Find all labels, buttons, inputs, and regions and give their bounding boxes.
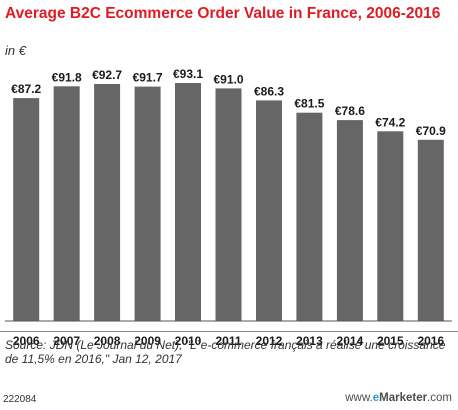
value-label-2011: €91.0 — [213, 72, 243, 86]
x-tick-2006: 2006 — [13, 334, 40, 348]
value-label-2007: €91.8 — [52, 70, 82, 84]
x-tick-2007: 2007 — [53, 334, 80, 348]
x-tick-2012: 2012 — [256, 334, 283, 348]
brand-suffix: .com — [427, 392, 452, 404]
source-note: Source: JDN (Le Journal du Net), "L`e-co… — [5, 338, 446, 366]
x-tick-2010: 2010 — [175, 334, 202, 348]
value-label-2006: €87.2 — [11, 82, 41, 96]
bar-2008 — [94, 84, 121, 321]
value-label-2016: €70.9 — [416, 124, 446, 138]
value-label-2009: €91.7 — [133, 71, 163, 85]
bar-2016 — [417, 139, 444, 321]
x-tick-labels-group: 2006 2007 2008 2009 2010 2011 2012 2013 2014 2015… — [13, 334, 445, 348]
bar-2012 — [256, 100, 282, 322]
bar-2010 — [175, 83, 201, 321]
bar-2006 — [13, 98, 40, 321]
value-label-2014: €78.6 — [335, 104, 365, 118]
bar-2011 — [215, 88, 242, 322]
bar-2007 — [53, 86, 80, 321]
x-tick-2015: 2015 — [377, 334, 404, 348]
x-tick-2009: 2009 — [134, 334, 161, 348]
x-tick-2011: 2011 — [215, 334, 241, 348]
brand-prefix: www. — [345, 392, 373, 404]
bar-chart: €87.2 €91.8 €92.7 €91.7 €93.1 €91.0 €86.3 €81.5… — [5, 67, 452, 348]
brand-e: e — [372, 392, 380, 404]
bar-2013 — [296, 112, 323, 321]
bar-2015 — [377, 131, 404, 321]
x-tick-2013: 2013 — [296, 334, 323, 348]
bar-2014 — [336, 120, 363, 321]
value-label-2015: €74.2 — [375, 115, 405, 129]
value-label-2012: €86.3 — [254, 84, 284, 98]
footer-divider — [0, 331, 458, 332]
value-label-2008: €92.7 — [92, 68, 122, 82]
value-labels-group: €87.2 €91.8 €92.7 €91.7 €93.1 €91.0 €86.3 €81.5… — [11, 67, 446, 138]
bars-group — [13, 83, 444, 322]
value-label-2013: €81.5 — [294, 97, 324, 111]
chart-subtitle: in € — [5, 43, 26, 58]
chart-title: Average B2C Ecommerce Order Value in Fra… — [5, 5, 441, 22]
x-tick-2016: 2016 — [417, 334, 444, 348]
bar-2009 — [134, 86, 161, 321]
x-tick-2008: 2008 — [94, 334, 121, 348]
brand-logo[interactable]: www.eMarketer.com — [345, 392, 452, 404]
brand-name: Marketer — [379, 392, 428, 404]
x-tick-2014: 2014 — [337, 334, 364, 348]
chart-id: 222084 — [3, 394, 37, 405]
value-label-2010: €93.1 — [173, 67, 203, 81]
